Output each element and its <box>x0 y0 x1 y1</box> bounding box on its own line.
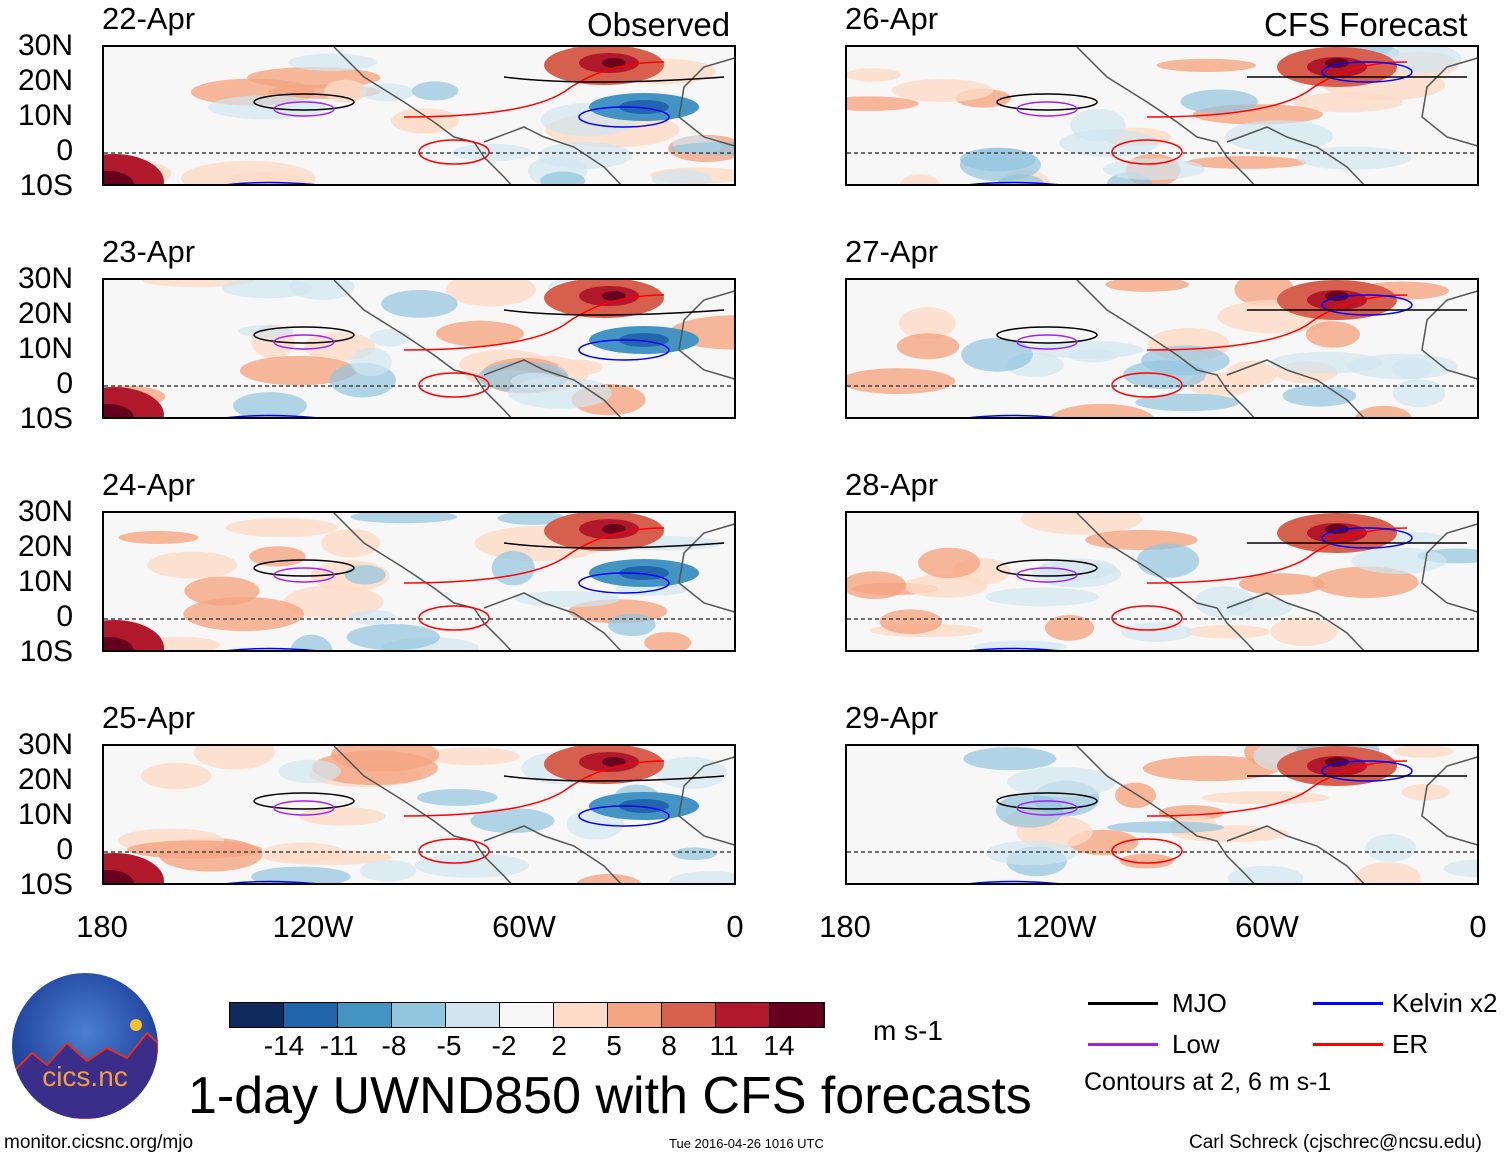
lon-label: 0 <box>1469 909 1487 944</box>
lon-label: 0 <box>726 909 744 944</box>
lon-label: 60W <box>492 909 556 944</box>
footer-timestamp: Tue 2016-04-26 1016 UTC <box>669 1136 824 1151</box>
map-panel-26-Apr <box>845 45 1479 186</box>
legend-mjo: MJO <box>1172 988 1227 1018</box>
colorbar-swatch <box>716 1003 770 1027</box>
map-panel-27-Apr <box>845 278 1479 419</box>
lon-label: 60W <box>1235 909 1299 944</box>
footer-url[interactable]: monitor.cicsnc.org/mjo <box>4 1132 194 1153</box>
panel-date: 22-Apr <box>102 1 196 36</box>
colorbar-label: 14 <box>763 1030 795 1061</box>
lat-label: 20N <box>17 297 73 330</box>
colorbar-swatch <box>338 1003 392 1027</box>
legend-low: Low <box>1172 1029 1220 1059</box>
legend-kelvin: Kelvin x2 <box>1392 988 1498 1018</box>
lat-label: 0 <box>56 367 73 400</box>
observed-header: Observed <box>587 6 731 43</box>
logo-text: cics.nc <box>42 1061 128 1092</box>
colorbar-swatch <box>230 1003 284 1027</box>
colorbar-swatch <box>446 1003 500 1027</box>
panel-date: 25-Apr <box>102 700 196 735</box>
cics-logo: cics.nc <box>12 973 158 1119</box>
panel-date: 29-Apr <box>845 700 939 735</box>
colorbar-label: 8 <box>661 1030 677 1061</box>
colorbar-label: 5 <box>606 1030 622 1061</box>
lon-label: 180 <box>76 909 128 944</box>
colorbar-swatch <box>500 1003 554 1027</box>
legend-er: ER <box>1392 1029 1429 1059</box>
lat-label: 10N <box>17 332 73 365</box>
lat-label: 10S <box>19 868 73 901</box>
panel-date: 27-Apr <box>845 234 939 269</box>
colorbar-label: 2 <box>551 1030 567 1061</box>
colorbar-label: -2 <box>491 1030 517 1061</box>
low-line-swatch <box>1088 1043 1158 1046</box>
colorbar-swatch <box>284 1003 338 1027</box>
map-panel-22-Apr <box>102 45 736 186</box>
lon-label: 120W <box>1015 909 1097 944</box>
lat-label: 10S <box>19 402 73 435</box>
colorbar-swatch <box>662 1003 716 1027</box>
lat-label: 20N <box>17 530 73 563</box>
map-panel-24-Apr <box>102 511 736 652</box>
colorbar-units: m s-1 <box>873 1015 943 1046</box>
colorbar-swatch <box>392 1003 446 1027</box>
er-line-swatch <box>1313 1043 1383 1046</box>
kelvin-line-swatch <box>1313 1002 1383 1005</box>
lat-label: 10N <box>17 99 73 132</box>
panel-date: 28-Apr <box>845 467 939 502</box>
colorbar-label: -14 <box>263 1030 305 1061</box>
map-panel-23-Apr <box>102 278 736 419</box>
contour-note: Contours at 2, 6 m s-1 <box>1084 1068 1332 1096</box>
lat-label: 0 <box>56 600 73 633</box>
colorbar-swatch <box>608 1003 662 1027</box>
lon-label: 120W <box>272 909 354 944</box>
figure-title: 1-day UWND850 with CFS forecasts <box>188 1067 1032 1125</box>
lat-label: 30N <box>17 495 73 528</box>
lat-label: 10N <box>17 798 73 831</box>
map-panel-29-Apr <box>845 744 1479 885</box>
lat-label: 10S <box>19 169 73 202</box>
lat-label: 10S <box>19 635 73 668</box>
forecast-header: CFS Forecast <box>1264 6 1468 43</box>
lat-label: 10N <box>17 565 73 598</box>
map-panel-25-Apr <box>102 744 736 885</box>
lat-label: 0 <box>56 833 73 866</box>
lon-label: 180 <box>819 909 871 944</box>
lat-label: 20N <box>17 64 73 97</box>
colorbar-swatch <box>770 1003 824 1027</box>
map-panel-28-Apr <box>845 511 1479 652</box>
colorbar-swatch <box>554 1003 608 1027</box>
colorbar-label: -5 <box>436 1030 462 1061</box>
panel-date: 23-Apr <box>102 234 196 269</box>
colorbar-label: -8 <box>381 1030 407 1061</box>
footer-credit: Carl Schreck (cjschrec@ncsu.edu) <box>1189 1132 1482 1153</box>
colorbar-label: -11 <box>319 1030 359 1061</box>
lat-label: 20N <box>17 763 73 796</box>
lat-label: 30N <box>17 29 73 62</box>
colorbar-label: 11 <box>709 1030 739 1061</box>
panel-date: 24-Apr <box>102 467 196 502</box>
lat-label: 30N <box>17 262 73 295</box>
mjo-line-swatch <box>1088 1002 1158 1005</box>
lat-label: 0 <box>56 134 73 167</box>
lat-label: 30N <box>17 728 73 761</box>
panel-date: 26-Apr <box>845 1 939 36</box>
